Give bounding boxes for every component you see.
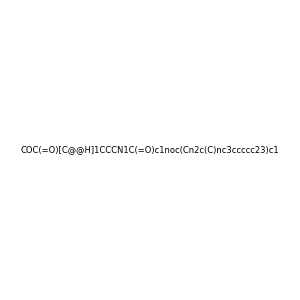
Text: COC(=O)[C@@H]1CCCN1C(=O)c1noc(Cn2c(C)nc3ccccc23)c1: COC(=O)[C@@H]1CCCN1C(=O)c1noc(Cn2c(C)nc3… xyxy=(21,146,279,154)
